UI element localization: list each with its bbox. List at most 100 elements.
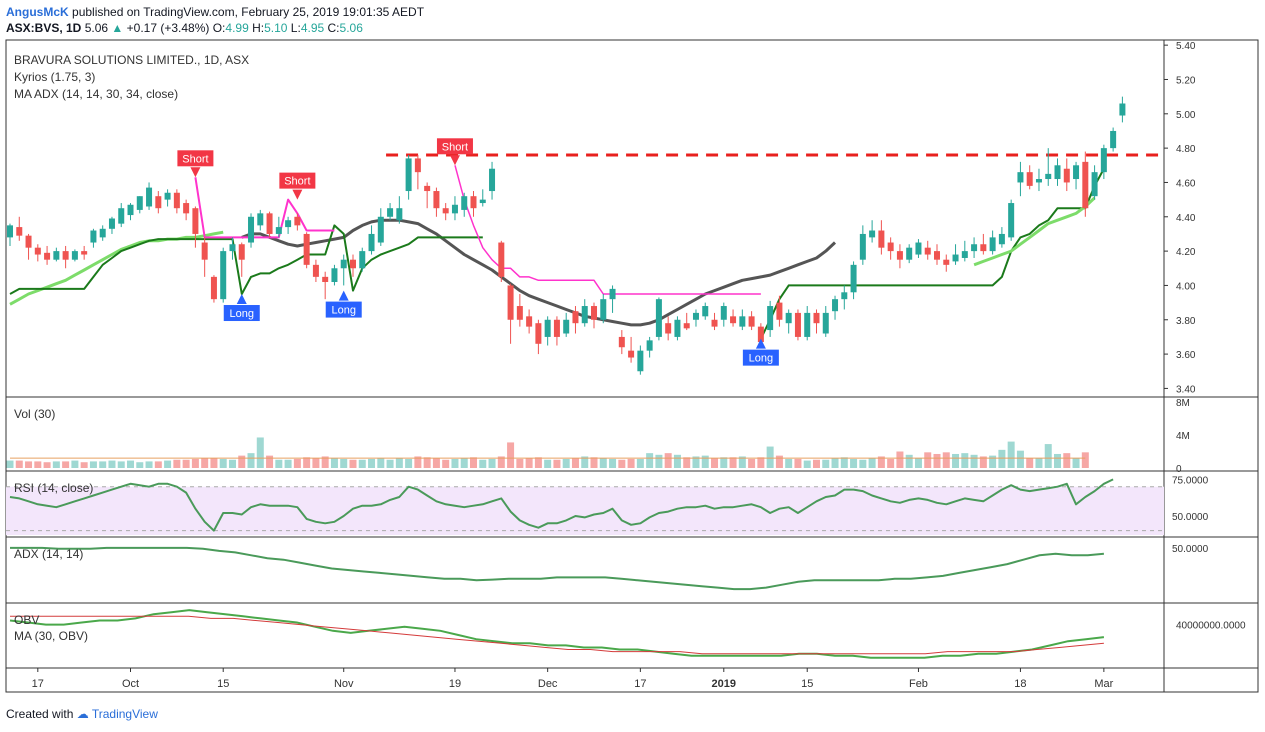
obv-legend[interactable]: OBV <box>14 613 40 627</box>
open-label: O: <box>212 21 226 35</box>
ma-adx-legend[interactable]: MA ADX (14, 14, 30, 34, close) <box>14 87 179 101</box>
volume-bar <box>210 458 218 468</box>
volume-bar <box>460 458 468 468</box>
candle-body <box>312 264 319 277</box>
moving-average-line <box>241 218 837 327</box>
volume-bar <box>349 459 357 468</box>
low-value: 4.95 <box>300 21 325 35</box>
created-with-text: Created with <box>6 707 74 721</box>
candle-body <box>498 242 505 277</box>
volume-bar <box>1016 450 1024 468</box>
long-signal-box <box>223 305 260 322</box>
volume-bar <box>1035 458 1043 468</box>
candle-body <box>1026 172 1033 186</box>
long-signal-arrow <box>236 294 247 305</box>
volume-bar <box>479 459 487 468</box>
high-value: 5.10 <box>264 21 288 35</box>
price-tick-label: 3.80 <box>1176 316 1196 327</box>
long-signal-arrow <box>755 338 766 349</box>
volume-bar <box>488 458 496 468</box>
volume-bar <box>52 461 60 468</box>
volume-bar <box>312 458 320 468</box>
candle-body <box>470 196 477 209</box>
rsi-legend[interactable]: RSI (14, close) <box>14 481 94 495</box>
candle-body <box>25 235 32 248</box>
volume-bar <box>395 458 403 468</box>
candle-body <box>618 336 625 348</box>
candle-body <box>44 252 51 260</box>
time-tick-label: Feb <box>909 678 928 690</box>
candle-body <box>665 323 672 334</box>
volume-bar <box>562 458 570 468</box>
candle-body <box>1110 130 1117 149</box>
candle-body <box>1063 168 1070 183</box>
volume-bar <box>470 457 477 468</box>
time-tick-label: 15 <box>217 678 229 690</box>
long-signal-label: Long <box>749 353 773 365</box>
price-tick-label: 5.00 <box>1176 110 1196 121</box>
ma-obv-legend[interactable]: MA (30, OBV) <box>14 629 89 643</box>
candle-body <box>238 244 245 260</box>
candle-body <box>915 242 922 255</box>
time-tick-label: Oct <box>122 678 139 690</box>
candle-body <box>692 312 699 320</box>
candle-body <box>711 319 718 327</box>
volume-bar <box>646 453 654 468</box>
candle-body <box>1035 179 1042 183</box>
volume-legend[interactable]: Vol (30) <box>14 407 56 421</box>
volume-bar <box>99 461 107 468</box>
volume-bar <box>1007 441 1015 468</box>
candle-body <box>859 233 866 260</box>
volume-bar <box>711 458 719 468</box>
candle-body <box>266 213 273 234</box>
publisher-line: AngusMcK published on TradingView.com, F… <box>6 5 424 19</box>
candle-body <box>433 191 440 209</box>
candle-body <box>739 316 746 327</box>
candle-body <box>173 192 180 209</box>
price-tick-label: 4.60 <box>1176 178 1196 189</box>
candle-body <box>887 242 894 252</box>
volume-bar <box>794 458 802 468</box>
candle-body <box>1073 165 1080 180</box>
candle-body <box>998 233 1005 245</box>
short-signal-label: Short <box>442 141 468 153</box>
time-tick-label: 2019 <box>712 678 736 690</box>
tradingview-logo-icon[interactable]: ☁ <box>76 707 89 721</box>
price-tick-label: 4.80 <box>1176 144 1196 155</box>
short-signal-box <box>177 150 214 167</box>
candle-body <box>906 247 913 260</box>
candle-body <box>7 225 13 238</box>
signal-line-early <box>9 230 224 306</box>
author-link[interactable]: AngusMcK <box>6 5 69 19</box>
adx-legend[interactable]: ADX (14, 14) <box>14 547 84 561</box>
volume-bar <box>812 459 820 468</box>
candle-body <box>767 306 774 331</box>
volume-bar <box>970 454 978 468</box>
kyrios-legend[interactable]: Kyrios (1.75, 3) <box>14 70 96 84</box>
candle-body <box>943 259 950 265</box>
open-value: 4.99 <box>225 21 249 35</box>
candle-body <box>303 233 310 265</box>
candle-body <box>628 350 635 358</box>
volume-bar <box>154 461 162 468</box>
candle-body <box>544 319 551 337</box>
candle-body <box>507 285 514 320</box>
candle-body <box>822 312 829 334</box>
volume-bar <box>961 453 969 468</box>
candle-body <box>257 213 264 226</box>
candle-body <box>81 251 88 255</box>
volume-bar <box>859 459 867 468</box>
volume-bar <box>34 461 42 468</box>
candle-body <box>229 244 236 252</box>
candle-body <box>591 306 598 320</box>
volume-bar <box>507 442 515 468</box>
tradingview-link[interactable]: TradingView <box>91 707 158 721</box>
last-price: 5.06 <box>84 21 109 35</box>
price-tick-label: 3.60 <box>1176 350 1196 361</box>
candle-body <box>757 326 764 343</box>
volume-bar <box>451 458 459 468</box>
long-signal-arrow <box>338 290 349 301</box>
volume-bar <box>831 458 839 468</box>
volume-bar <box>701 455 709 468</box>
